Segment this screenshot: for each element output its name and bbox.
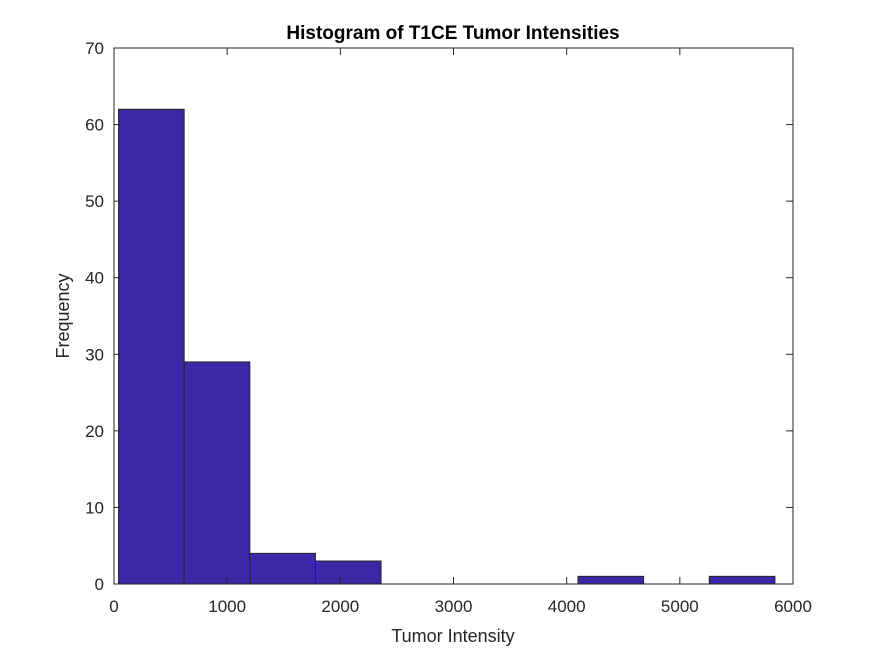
x-tick-label: 5000	[661, 597, 699, 616]
bars-group	[118, 108, 776, 585]
x-tick-label: 4000	[548, 597, 586, 616]
histogram-bar	[118, 108, 185, 585]
y-tick-label: 70	[85, 39, 104, 58]
y-tick-label: 10	[85, 498, 104, 517]
x-tick-label: 3000	[435, 597, 473, 616]
y-tick-label: 60	[85, 116, 104, 135]
histogram-bar	[183, 361, 251, 585]
x-tick-label: 0	[109, 597, 118, 616]
y-tick-label: 30	[85, 345, 104, 364]
histogram-bar	[249, 552, 316, 585]
x-tick-label: 2000	[321, 597, 359, 616]
x-tick-label: 6000	[774, 597, 812, 616]
y-tick-label: 20	[85, 422, 104, 441]
y-tick-label: 0	[95, 575, 104, 594]
x-tick-label: 1000	[208, 597, 246, 616]
histogram-bar	[708, 575, 776, 585]
histogram-bar	[577, 575, 645, 585]
chart-title: Histogram of T1CE Tumor Intensities	[286, 23, 619, 44]
y-axis-label: Frequency	[53, 273, 73, 358]
y-tick-label: 40	[85, 269, 104, 288]
axes-box	[113, 47, 794, 585]
x-axis-label: Tumor Intensity	[391, 626, 514, 646]
y-tick-label: 50	[85, 192, 104, 211]
histogram-bar	[314, 560, 382, 585]
